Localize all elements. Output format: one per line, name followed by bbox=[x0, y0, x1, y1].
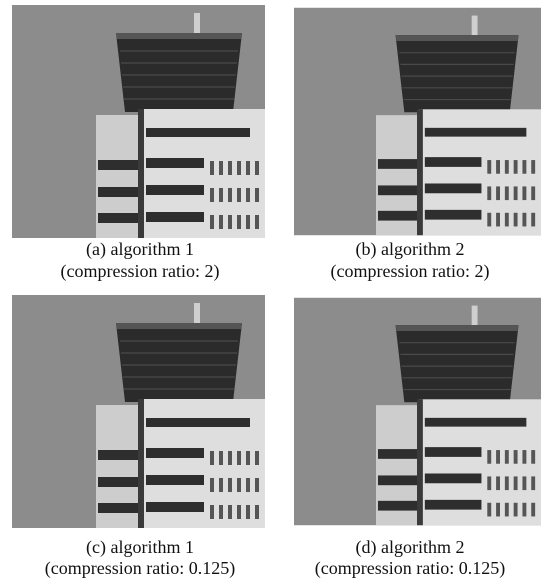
caption-detail: (compression ratio: 2) bbox=[331, 261, 490, 282]
image-a bbox=[12, 5, 265, 238]
caption-label: (d) algorithm 2 bbox=[356, 537, 465, 558]
caption-detail: (compression ratio: 0.125) bbox=[315, 558, 505, 579]
caption-label: (c) algorithm 1 bbox=[86, 537, 194, 558]
image-b bbox=[294, 8, 541, 235]
image-c bbox=[12, 295, 265, 528]
caption-label: (a) algorithm 1 bbox=[86, 239, 194, 260]
caption-detail: (compression ratio: 0.125) bbox=[45, 558, 235, 579]
caption-detail: (compression ratio: 2) bbox=[61, 261, 220, 282]
caption-label: (b) algorithm 2 bbox=[356, 239, 465, 260]
image-d bbox=[294, 298, 541, 525]
figure: (a) algorithm 1 (compression ratio: 2) (… bbox=[0, 0, 549, 579]
